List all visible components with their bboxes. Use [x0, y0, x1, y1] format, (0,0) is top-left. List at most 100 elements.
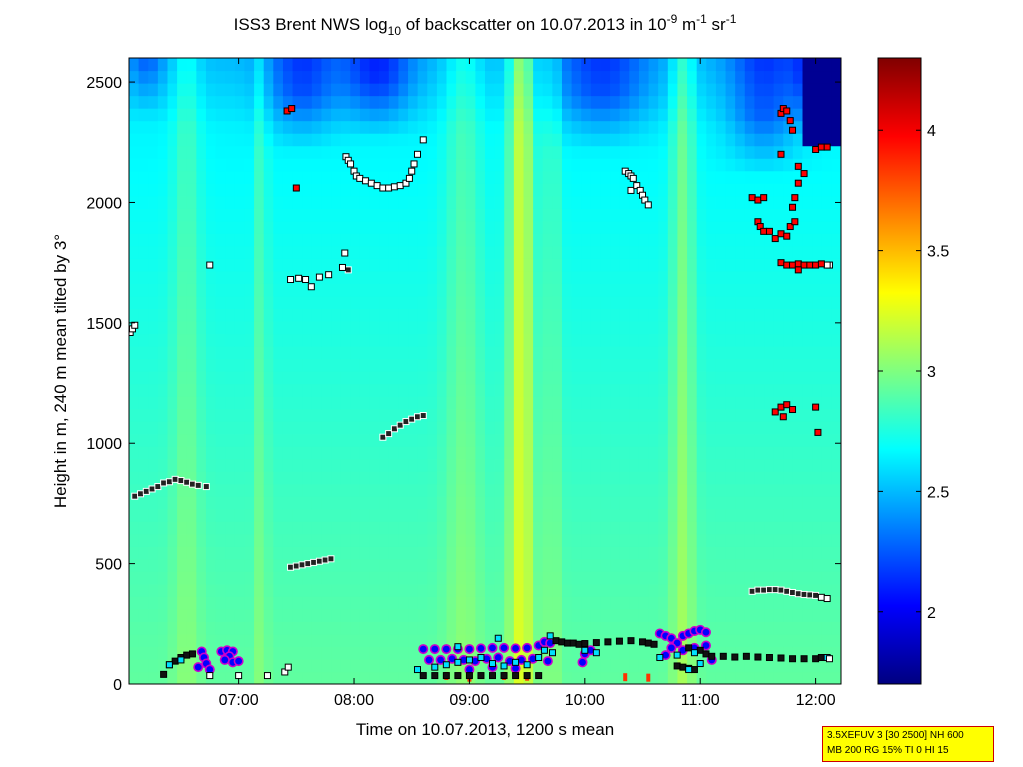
heatmap-cell	[263, 258, 274, 272]
heatmap-cell	[629, 471, 640, 485]
layer-marker-white	[408, 167, 416, 175]
layer-marker-black	[615, 637, 623, 645]
heatmap-cell	[533, 608, 544, 622]
heatmap-cell	[321, 546, 332, 560]
heatmap-cell	[773, 433, 784, 447]
heatmap-cell	[340, 108, 351, 122]
heatmap-cell	[186, 658, 197, 673]
heatmap-cell	[263, 496, 274, 510]
heatmap-cell	[677, 621, 688, 635]
heatmap-cell	[215, 295, 226, 309]
heatmap-cell	[475, 633, 486, 648]
heatmap-cell	[446, 596, 457, 610]
heatmap-cell	[552, 195, 563, 209]
heatmap-cell	[513, 546, 525, 560]
heatmap-cell	[812, 58, 823, 72]
heatmap-cell	[792, 95, 804, 109]
heatmap-cell	[456, 58, 467, 72]
heatmap-cell	[177, 383, 188, 397]
aerosol-dot-marker	[447, 653, 458, 664]
heatmap-cell	[244, 671, 255, 684]
heatmap-cell	[812, 70, 823, 84]
heatmap-cell	[379, 283, 390, 297]
heatmap-cell	[687, 183, 698, 197]
heatmap-cell	[388, 308, 399, 322]
heatmap-cell	[359, 308, 371, 322]
heatmap-cell	[244, 245, 255, 259]
heatmap-cell	[292, 233, 303, 247]
heatmap-cell	[533, 120, 544, 134]
heatmap-cell	[725, 208, 736, 222]
heatmap-cell	[619, 571, 630, 585]
heatmap-cell	[196, 270, 207, 284]
heatmap-cell	[148, 245, 159, 259]
layer-marker-dark	[748, 587, 756, 595]
heatmap-cell	[677, 596, 688, 610]
heatmap-cell	[177, 183, 188, 197]
heatmap-cell	[658, 170, 669, 184]
heatmap-cell	[706, 371, 717, 385]
heatmap-cell	[234, 421, 246, 435]
heatmap-cell	[417, 608, 428, 622]
heatmap-cell	[533, 446, 544, 460]
heatmap-cell	[725, 658, 736, 673]
heatmap-cell	[725, 270, 736, 284]
heatmap-cell	[398, 58, 409, 72]
heatmap-cell	[764, 446, 775, 460]
heatmap-cell	[783, 320, 794, 335]
heatmap-cell	[581, 483, 592, 497]
heatmap-cell	[821, 571, 832, 585]
heatmap-cell	[802, 208, 813, 222]
heatmap-cell	[494, 95, 505, 109]
heatmap-cell	[542, 133, 553, 147]
heatmap-cell	[359, 295, 371, 309]
heatmap-cell	[523, 471, 534, 485]
heatmap-cell	[225, 358, 236, 372]
heatmap-cell	[177, 208, 188, 222]
heatmap-cell	[773, 95, 784, 109]
layer-marker-black	[742, 652, 750, 660]
heatmap-cell	[427, 383, 438, 397]
heatmap-cell	[148, 308, 159, 322]
heatmap-cell	[475, 283, 486, 297]
heatmap-cell	[744, 295, 755, 309]
heatmap-cell	[225, 533, 236, 547]
heatmap-cell	[302, 70, 313, 84]
heatmap-cell	[513, 558, 525, 572]
layer-marker-dark	[413, 413, 421, 421]
heatmap-cell	[292, 145, 303, 159]
heatmap-cell	[234, 258, 246, 272]
heatmap-cell	[129, 83, 140, 97]
heatmap-cell	[764, 471, 775, 485]
heatmap-cell	[542, 208, 553, 222]
heatmap-cell	[571, 195, 582, 209]
heatmap-cell	[148, 108, 159, 122]
heatmap-cell	[292, 220, 303, 234]
heatmap-cell	[677, 70, 688, 84]
heatmap-cell	[398, 558, 409, 572]
heatmap-cell	[706, 95, 717, 109]
heatmap-cell	[177, 596, 188, 610]
heatmap-cell	[436, 571, 448, 585]
heatmap-cell	[398, 270, 409, 284]
layer-marker-red	[791, 194, 799, 202]
heatmap-cell	[215, 608, 226, 622]
heatmap-cell	[773, 320, 784, 335]
heatmap-cell	[436, 70, 448, 84]
heatmap-cell	[369, 245, 380, 259]
heatmap-cell	[225, 145, 236, 159]
heatmap-cell	[610, 583, 621, 597]
heatmap-cell	[167, 333, 178, 347]
heatmap-cell	[263, 571, 274, 585]
heatmap-cell	[340, 571, 351, 585]
heatmap-cell	[129, 383, 140, 397]
heatmap-cell	[446, 421, 457, 435]
heatmap-cell	[196, 95, 207, 109]
heatmap-cell	[321, 283, 332, 297]
heatmap-cell	[715, 95, 727, 109]
heatmap-cell	[340, 120, 351, 134]
heatmap-cell	[735, 458, 746, 472]
heatmap-cell	[590, 408, 602, 422]
heatmap-cell	[292, 83, 303, 97]
heatmap-cell	[167, 558, 178, 572]
